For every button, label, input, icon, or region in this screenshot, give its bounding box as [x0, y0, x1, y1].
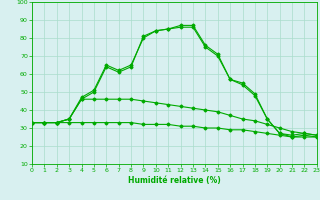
X-axis label: Humidité relative (%): Humidité relative (%): [128, 176, 221, 185]
